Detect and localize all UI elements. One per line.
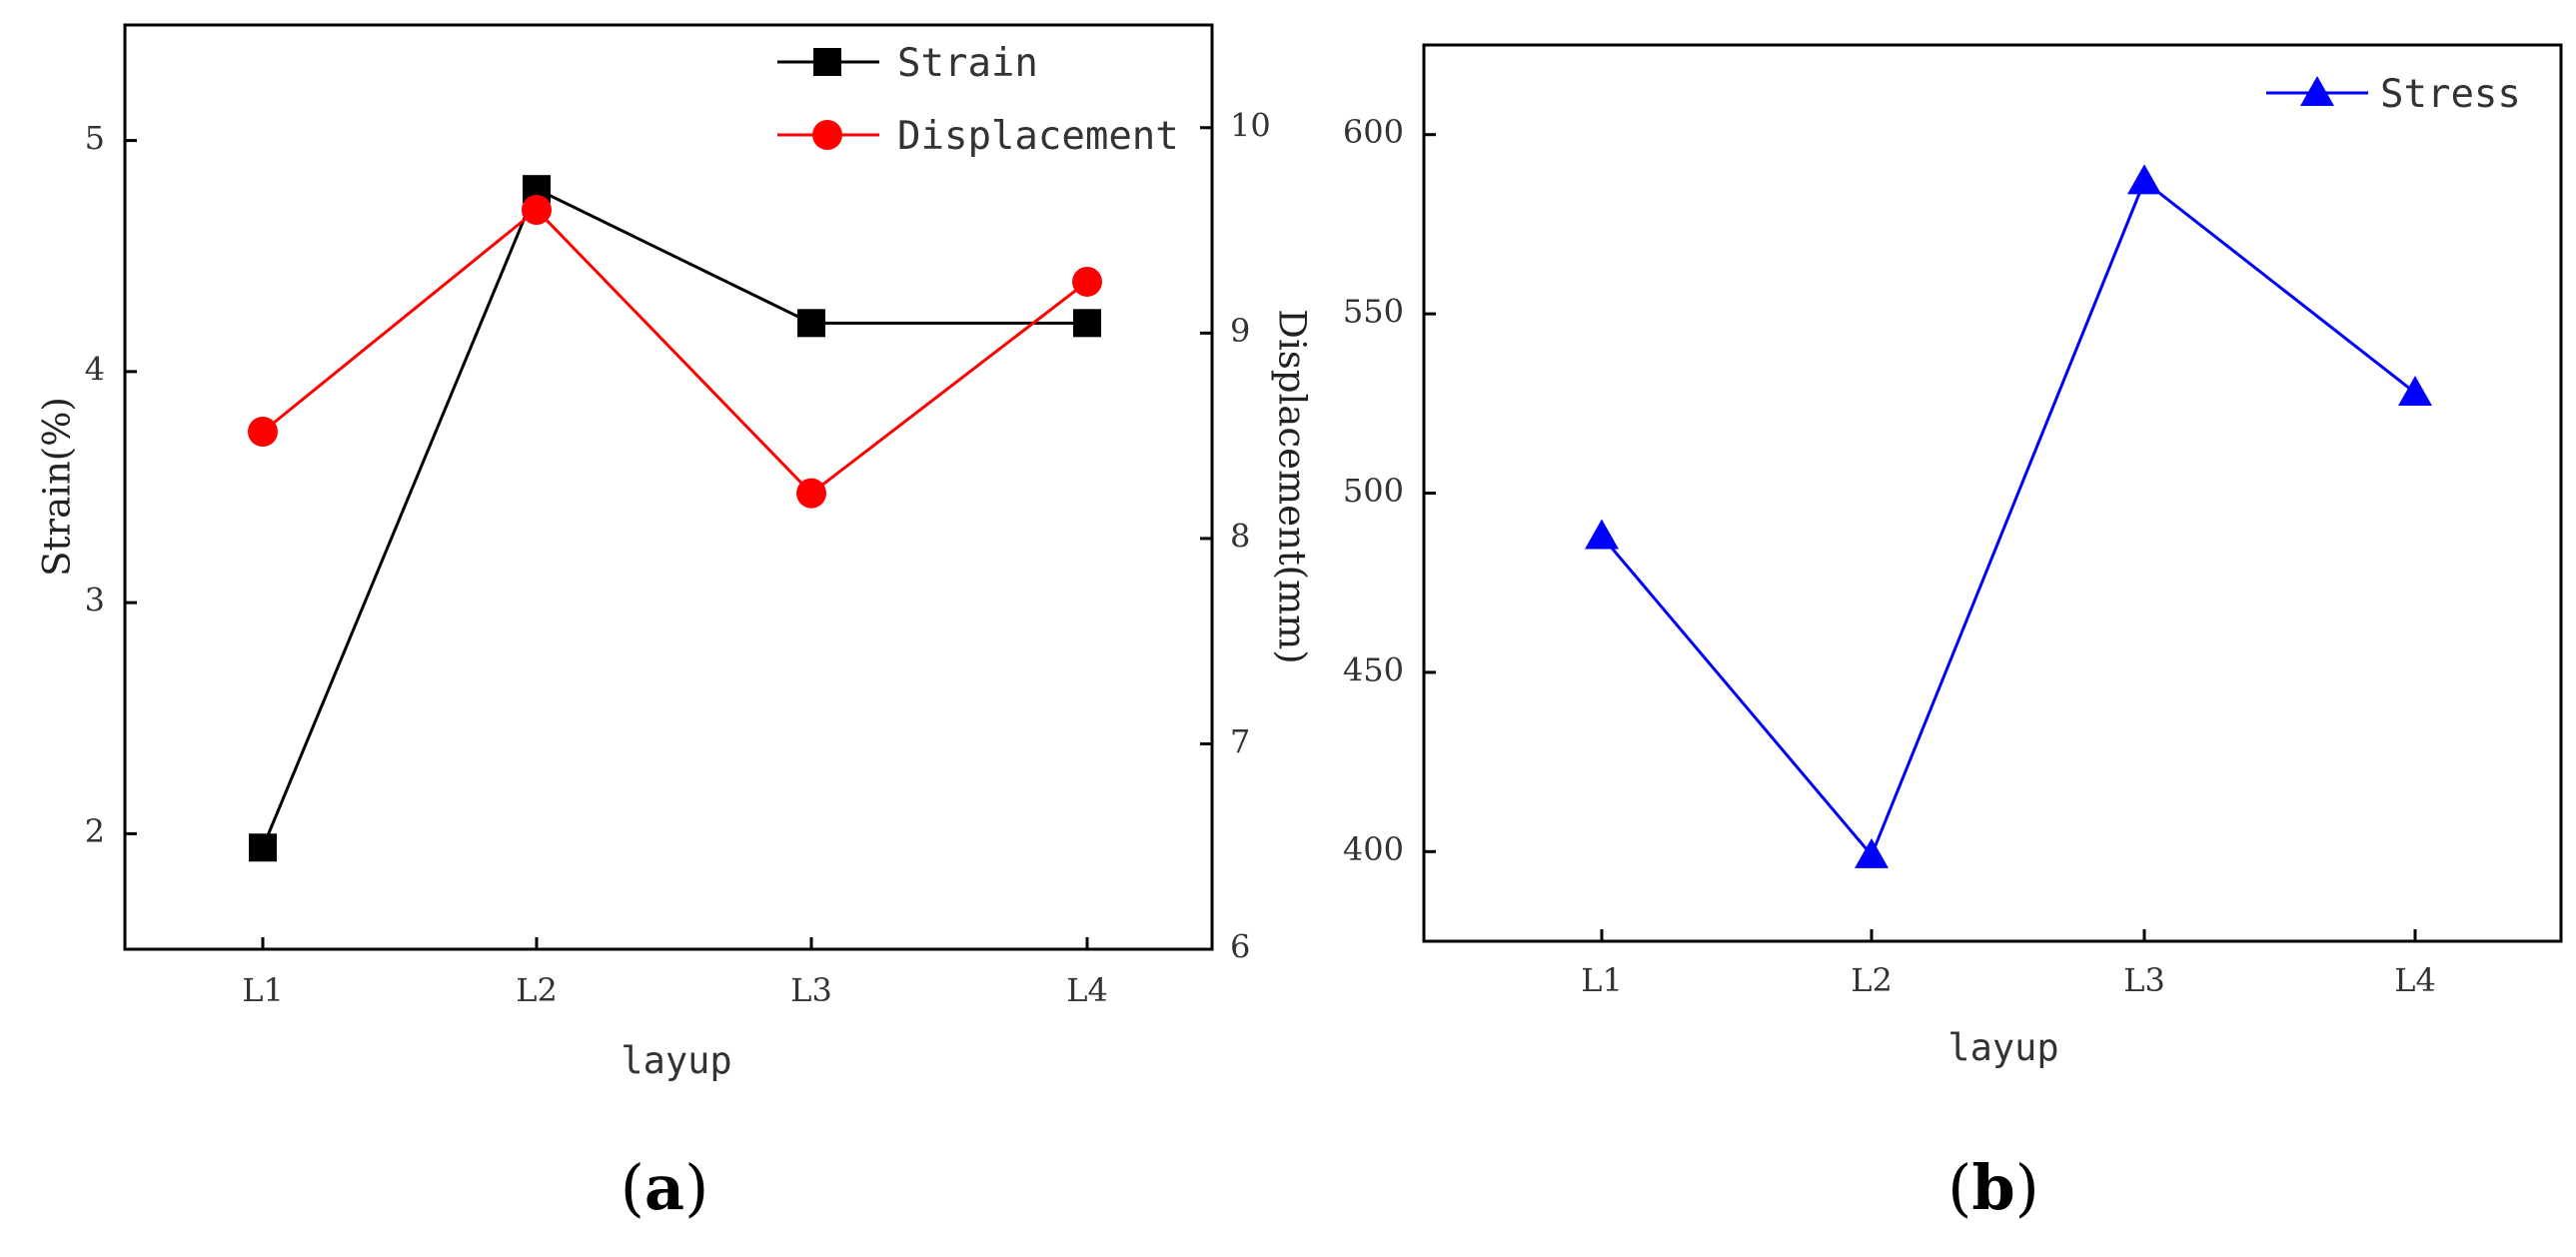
left-tick-label-b: 400 [1343,830,1404,868]
plot-frame-a [123,23,1214,951]
legend-label-stress: Stress [2380,72,2521,117]
left-tick-label-a: 4 [85,350,105,388]
left-tick-label-b: 500 [1343,472,1404,510]
left-axis-a: 2 3 4 5 [85,119,137,850]
legend-label-displacement: Displacement [897,114,1179,159]
stress-point [2127,164,2161,195]
panel-label-b: (b) [1947,1151,2039,1224]
legend-marker-strain [813,48,841,76]
y-axis-label-strain: Strain(%) [36,397,79,577]
displacement-point [522,195,552,225]
series-group-b [1585,164,2432,868]
left-tick-label-a: 2 [85,812,105,850]
displacement-point [1072,266,1102,297]
right-tick-label-a: 9 [1230,312,1250,350]
stress-point [1855,837,1889,868]
panel-label-a: (a) [621,1151,709,1224]
left-tick-label-b: 450 [1343,650,1404,688]
x-tick-label-b: L1 [1581,961,1623,999]
chart-panel-b: 400 450 500 550 600 L1 L2 L3 L4 layup Stress [1343,43,2563,1069]
series-group-a [248,175,1102,862]
plot-frame-b [1422,43,2563,943]
right-tick-label-a: 8 [1230,517,1250,555]
displacement-point [796,478,826,509]
left-axis-b: 400 450 500 550 600 [1343,113,1436,868]
x-tick-label-a: L4 [1066,971,1108,1009]
right-tick-label-a: 7 [1230,722,1250,760]
chart-panel-a: 2 3 4 5 6 7 8 9 10 L1 L2 L3 L4 Strain(%) Displacem… [36,23,1314,1082]
legend-marker-stress [2300,76,2334,106]
left-tick-label-a: 3 [85,582,105,620]
stress-point [1585,519,1619,550]
strain-point [797,309,825,338]
strain-point [1073,309,1101,338]
displacement-line [262,207,1088,496]
right-axis-a: 6 7 8 9 10 [1200,106,1271,966]
x-axis-b: L1 L2 L3 L4 [1581,929,2436,999]
right-tick-label-a: 6 [1230,928,1250,966]
legend-b: Stress [2266,72,2521,117]
right-tick-label-a: 10 [1230,106,1271,144]
legend-a: Strain Displacement [777,41,1179,159]
left-tick-label-b: 550 [1343,293,1404,331]
x-axis-a: L1 L2 L3 L4 [242,937,1108,1009]
x-tick-label-b: L4 [2394,961,2436,999]
x-axis-label-a: layup [621,1039,731,1082]
left-tick-label-b: 600 [1343,113,1404,151]
strain-line [261,187,1087,848]
x-tick-label-a: L2 [516,971,558,1009]
legend-marker-displacement [812,120,842,150]
x-tick-label-b: L2 [1851,961,1893,999]
left-tick-label-a: 5 [85,119,105,157]
x-tick-label-a: L1 [242,971,284,1009]
x-tick-label-b: L3 [2123,961,2165,999]
stress-line [1600,178,2416,858]
strain-point [249,833,277,862]
x-axis-label-b: layup [1947,1026,2058,1069]
stress-point [2398,376,2432,407]
x-tick-label-a: L3 [790,971,832,1009]
legend-label-strain: Strain [897,41,1038,86]
y-axis-label-displacement: Displacement(mm) [1271,309,1314,663]
displacement-point [248,417,278,447]
